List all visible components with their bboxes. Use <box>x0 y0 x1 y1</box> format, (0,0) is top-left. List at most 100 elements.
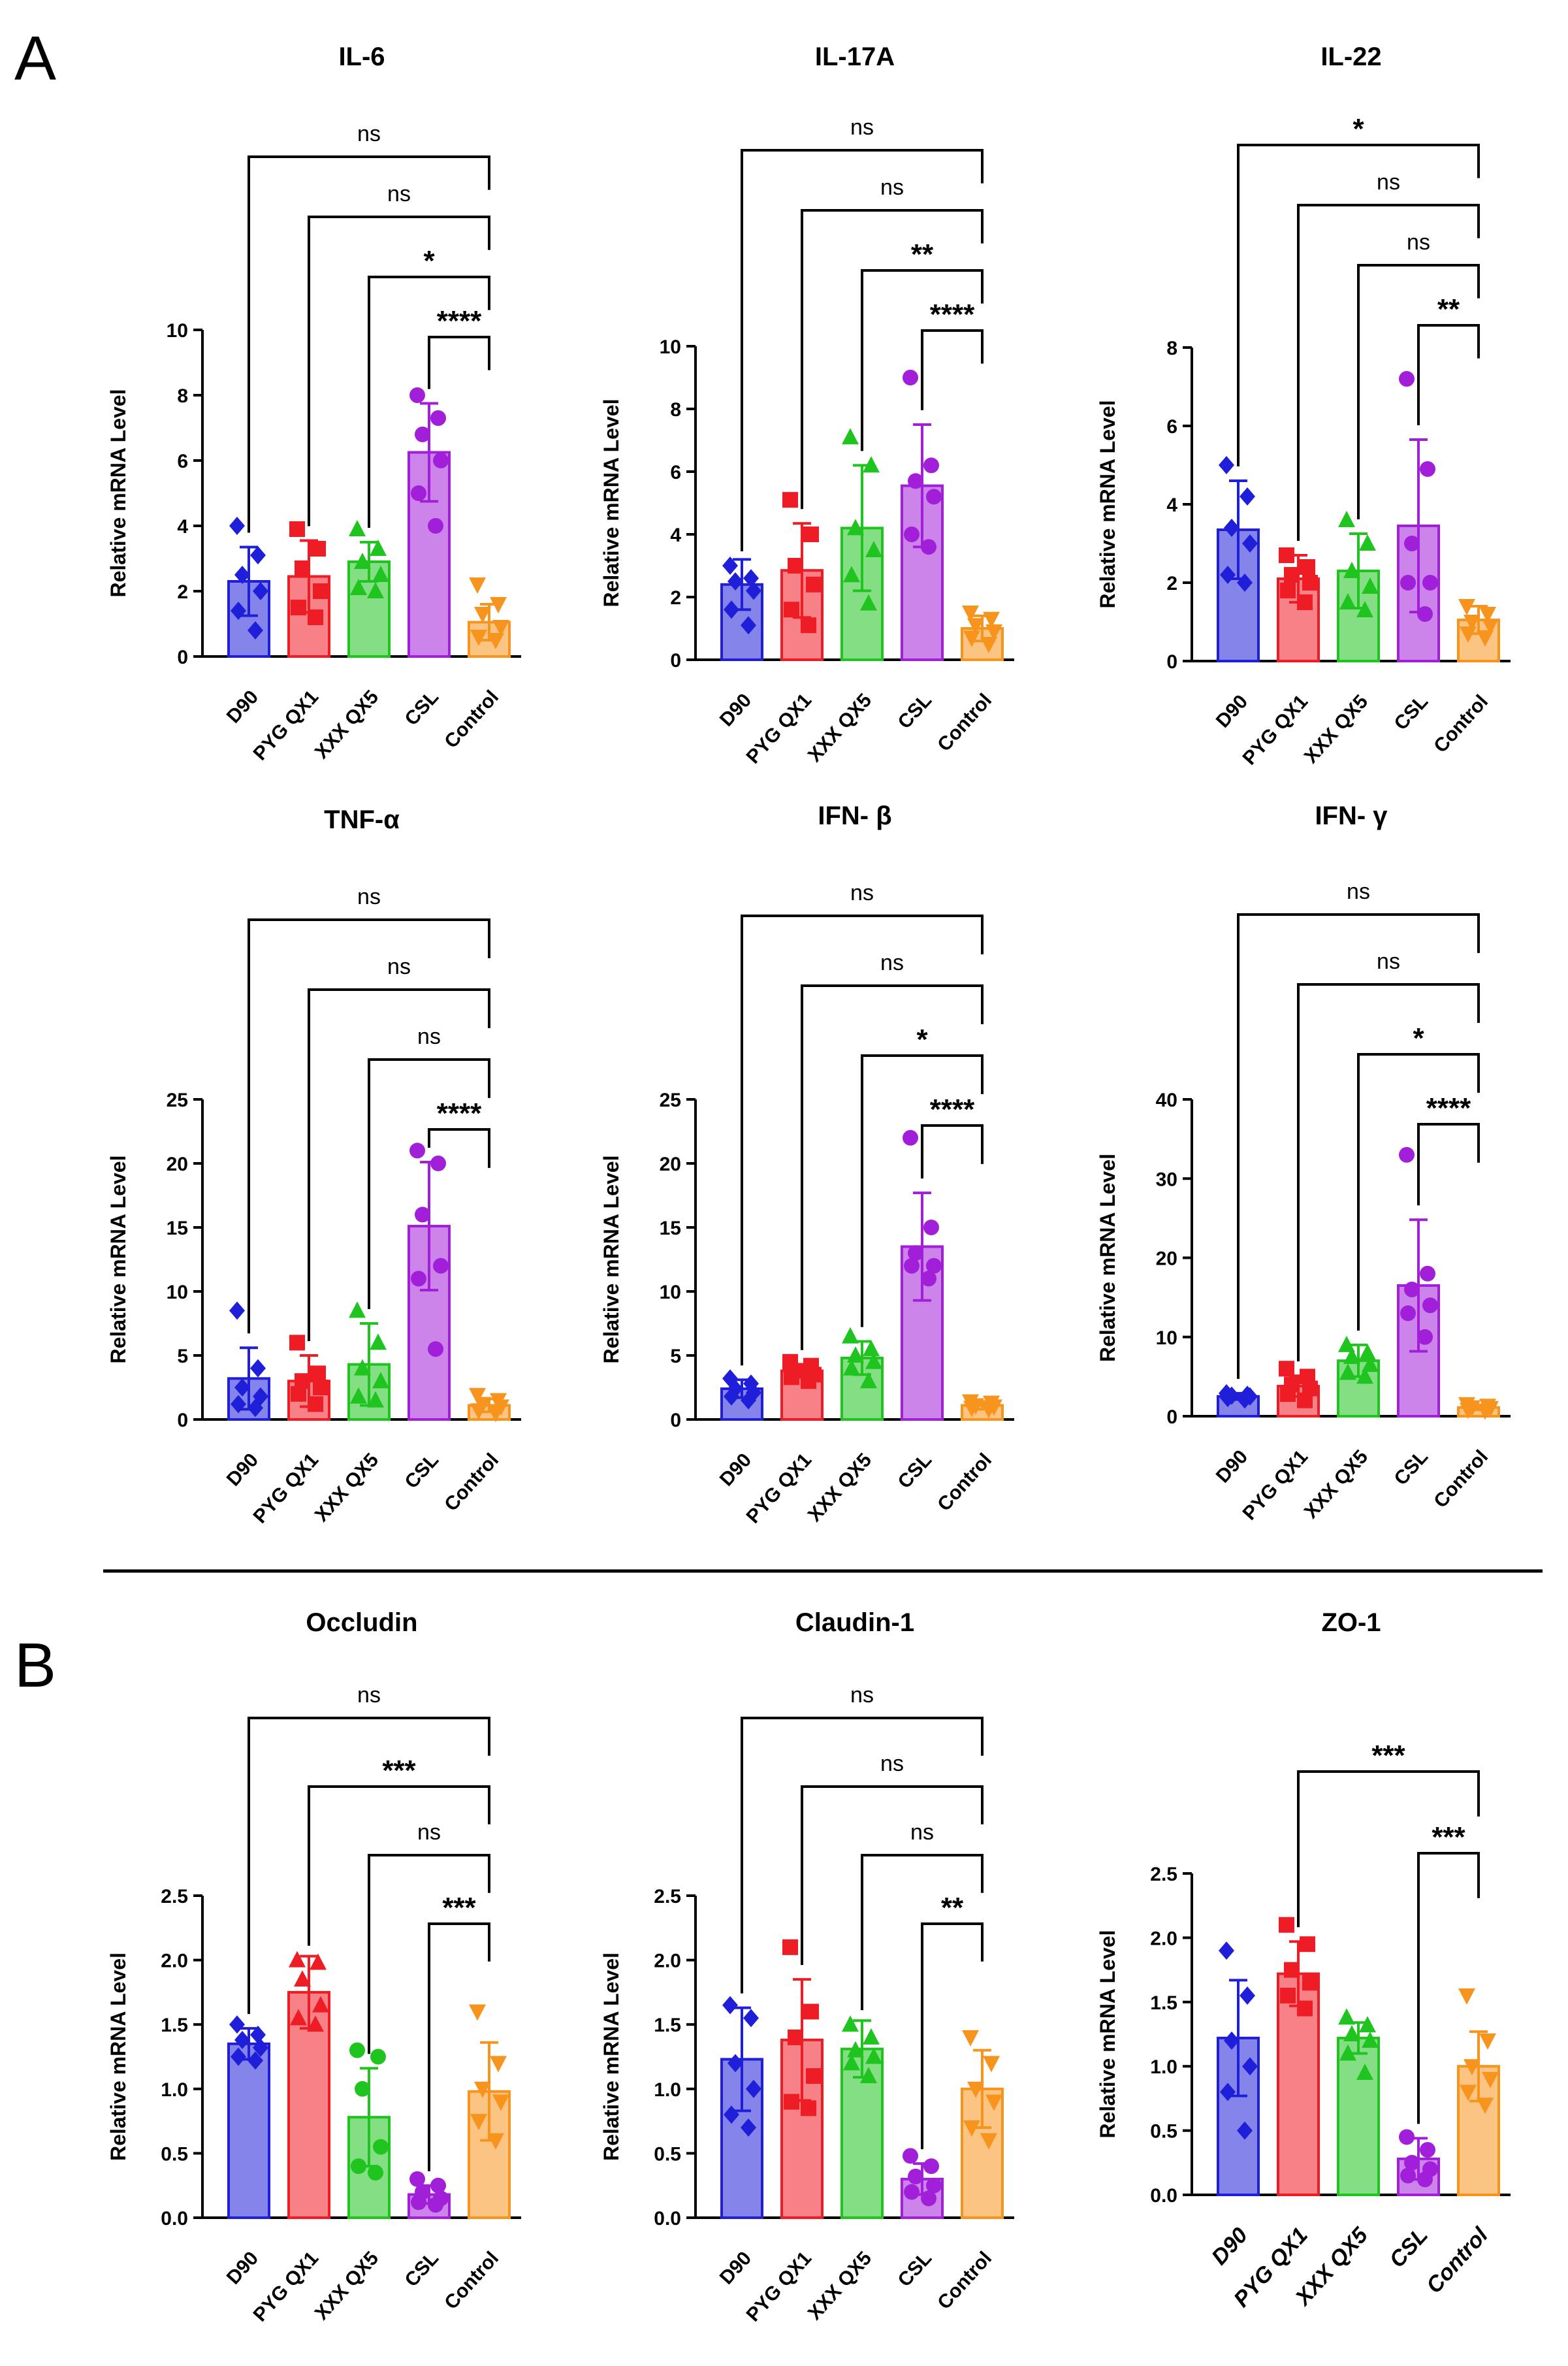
data-point <box>474 2081 491 2098</box>
data-point <box>229 1301 245 1320</box>
significance-bracket <box>308 988 490 1341</box>
data-point <box>411 1271 426 1287</box>
significance-bracket <box>368 1854 490 2054</box>
significance-label: ns <box>880 1751 904 1776</box>
data-point <box>234 566 250 584</box>
category-label: PYG QX1 <box>1239 1446 1313 1525</box>
data-point <box>842 1327 859 1344</box>
significance-label: **** <box>930 299 975 331</box>
data-point <box>743 569 759 588</box>
y-tick-label: 10 <box>1156 1327 1177 1349</box>
significance-label: ns <box>1377 949 1400 974</box>
data-point <box>409 387 425 403</box>
data-point <box>1220 566 1236 584</box>
significance-label: ns <box>1347 879 1370 904</box>
y-tick-label: 2.0 <box>161 1951 188 1972</box>
data-point <box>430 1156 446 1171</box>
y-axis-label: Relative mRNA Level <box>106 1953 130 2161</box>
y-tick-label: 10 <box>660 1282 681 1303</box>
data-point <box>289 1951 306 1968</box>
data-point <box>1460 2084 1477 2101</box>
significance-label: ns <box>417 1024 441 1049</box>
y-tick-label: 1.0 <box>161 2079 188 2101</box>
chart-title: Occludin <box>306 1608 417 1637</box>
y-tick-label: 0.0 <box>1150 2185 1177 2207</box>
data-point <box>921 2190 936 2207</box>
data-point <box>492 620 509 636</box>
y-tick-label: 6 <box>670 462 681 483</box>
data-point <box>474 607 491 623</box>
chart-occludin: Occludin 0.0 0.5 1.0 1.5 2.0 2.5 Relative mRNA … <box>106 1608 521 2326</box>
significance-label: ** <box>1437 293 1460 325</box>
category-label: Control <box>440 2248 503 2314</box>
data-point <box>784 1369 799 1386</box>
y-tick-label: 8 <box>670 399 681 421</box>
data-point <box>743 2009 759 2028</box>
data-point <box>469 2004 486 2021</box>
data-point <box>788 2029 803 2045</box>
significance-label: ** <box>911 238 934 270</box>
data-point <box>1219 456 1234 474</box>
category-label: PYG QX1 <box>249 2248 323 2326</box>
significance-bracket <box>741 915 984 1366</box>
category-label: CSL <box>1390 691 1433 735</box>
data-point <box>492 2094 509 2111</box>
chart-title: Claudin-1 <box>795 1608 914 1637</box>
data-point <box>908 473 923 489</box>
data-point <box>310 541 326 557</box>
data-point <box>963 630 980 647</box>
data-point <box>349 2042 365 2058</box>
category-label: XXX QX5 <box>1300 1446 1372 1523</box>
data-point <box>863 456 880 473</box>
data-point <box>1400 575 1416 591</box>
data-point <box>903 1129 918 1146</box>
y-tick-label: 5 <box>670 1346 681 1367</box>
category-label: XXX QX5 <box>311 2248 383 2325</box>
data-point <box>428 2197 443 2213</box>
y-tick-label: 40 <box>1156 1090 1177 1111</box>
y-tick-label: 4 <box>1166 494 1177 516</box>
data-point <box>295 560 310 576</box>
data-point <box>1458 1988 1475 2005</box>
data-point <box>294 1970 311 1987</box>
data-point <box>367 582 384 598</box>
data-point <box>903 370 918 385</box>
data-point <box>782 1939 798 1955</box>
significance-bracket <box>1237 913 1480 1379</box>
data-point <box>433 1257 449 1274</box>
data-point <box>1343 1348 1360 1365</box>
data-point <box>741 1391 756 1410</box>
data-point <box>746 581 761 600</box>
y-tick-label: 20 <box>660 1154 681 1175</box>
data-point <box>843 1359 860 1376</box>
category-label: D90 <box>223 2248 263 2289</box>
y-axis-label: Relative mRNA Level <box>600 1953 623 2161</box>
data-point <box>724 1387 739 1406</box>
data-point <box>1297 2000 1313 2017</box>
y-tick-label: 0 <box>1166 651 1177 673</box>
data-point <box>231 2047 246 2066</box>
category-label: CSL <box>894 690 936 734</box>
significance-label: ns <box>357 884 381 909</box>
significance-bracket <box>1417 324 1480 425</box>
y-tick-label: 4 <box>670 525 681 546</box>
significance-label: ns <box>357 122 381 146</box>
data-point <box>308 609 323 625</box>
y-tick-label: 6 <box>177 451 188 472</box>
data-point <box>1339 593 1356 609</box>
data-point <box>490 2056 507 2073</box>
y-axis-label: Relative mRNA Level <box>600 1156 623 1364</box>
y-tick-label: 6 <box>1166 416 1177 438</box>
data-point <box>409 1142 425 1159</box>
data-point <box>1279 1917 1294 1933</box>
y-tick-label: 15 <box>660 1218 681 1239</box>
data-point <box>1284 567 1300 583</box>
chart-title: IFN- γ <box>1315 802 1388 830</box>
data-point <box>470 630 487 646</box>
data-point <box>1220 1389 1236 1408</box>
data-point <box>1479 607 1496 623</box>
significance-label: **** <box>930 1094 975 1126</box>
significance-bracket <box>921 1124 984 1179</box>
data-point <box>847 519 864 536</box>
